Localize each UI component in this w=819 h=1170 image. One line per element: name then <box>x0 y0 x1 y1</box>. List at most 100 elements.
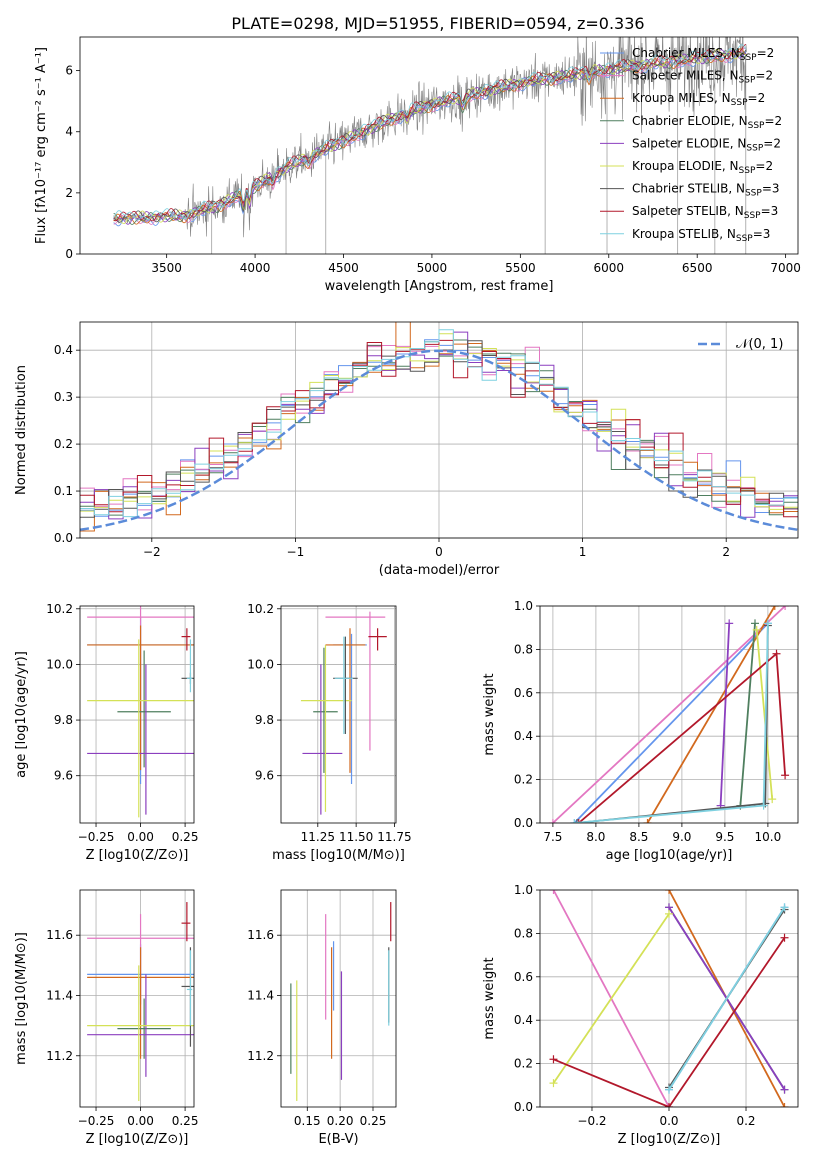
plot-area-spectrum <box>113 37 747 254</box>
weight-marker-salpeter_elodie <box>725 619 734 628</box>
x-tick-label: 6500 <box>682 261 713 275</box>
weight-marker-kroupa_elodie <box>768 795 777 804</box>
weight-marker-salpeter_miles <box>548 819 557 823</box>
x-tick-label: 0.00 <box>127 830 154 844</box>
weight-marker-kroupa_miles <box>770 606 779 610</box>
weight-marker-kroupa_stelib <box>763 619 772 628</box>
x-tick-label: 11.50 <box>339 830 373 844</box>
x-tick-label: 11.75 <box>377 830 411 844</box>
x-tick-label: 10.0 <box>755 830 782 844</box>
y-tick-label: 9.8 <box>54 713 73 727</box>
y-tick-label: 0.3 <box>54 390 73 404</box>
y-tick-label: 10.0 <box>247 657 274 671</box>
weight-marker-kroupa_miles <box>643 819 652 823</box>
errorbar-kroupa_miles <box>87 625 194 771</box>
errorbar-kroupa_elodie <box>87 639 194 818</box>
x-tick-label: 0.25 <box>172 1114 199 1128</box>
figure-title: PLATE=0298, MJD=51955, FIBERID=0594, z=0… <box>231 14 644 33</box>
x-tick-label: −0.25 <box>78 1114 115 1128</box>
errorbar-kroupa_stelib <box>186 950 193 1026</box>
axes-frame-mass_vs_ebv <box>280 889 397 1108</box>
x-axis-label: E(B-V) <box>318 1132 358 1147</box>
weight-marker-kroupa_miles <box>665 890 673 894</box>
weight-marker-kroupa_miles <box>780 1103 789 1107</box>
x-tick-label: 1 <box>579 545 587 559</box>
y-tick-label: 0.0 <box>514 816 533 830</box>
weight-marker-salpeter_stelib <box>781 771 790 780</box>
x-tick-label: 7.5 <box>543 830 562 844</box>
errorbar-salpeter_elodie <box>302 664 343 815</box>
y-axis-label: mass weight <box>482 673 497 755</box>
x-tick-label: −2 <box>143 545 161 559</box>
errorbar-kroupa_elodie <box>87 965 194 1101</box>
y-tick-label: 11.2 <box>46 1049 73 1063</box>
y-tick-label: 9.6 <box>255 769 274 783</box>
x-tick-label: −0.25 <box>78 830 115 844</box>
normal-curve <box>80 349 798 532</box>
y-tick-label: 11.6 <box>46 928 73 942</box>
y-tick-label: 11.2 <box>247 1049 274 1063</box>
legend-entry: Salpeter MILES, NSSP=2 <box>632 69 773 86</box>
errorbar-kroupa_stelib <box>186 639 193 693</box>
y-axis-label: Flux [fλ10⁻¹⁷ erg cm⁻² s⁻¹ A⁻¹] <box>34 47 49 244</box>
legend-entry: Kroupa STELIB, NSSP=3 <box>632 227 770 244</box>
model-line-kroupa_stelib <box>113 44 747 221</box>
x-axis-label: (data-model)/error <box>379 563 500 578</box>
panel-mass_vs_ebv: 0.15 0.20 0.25 11.2 11.4 11.6 <box>247 890 396 1128</box>
errorbar-chabrier_elodie <box>117 998 171 1059</box>
x-tick-label: 0.20 <box>327 1114 354 1128</box>
x-tick-label: 8.0 <box>586 830 605 844</box>
weight-line-kroupa_miles <box>646 606 776 823</box>
model-line-salpeter_elodie <box>113 49 746 225</box>
weight-marker-salpeter_elodie <box>780 1085 789 1094</box>
legend-entry: Salpeter STELIB, NSSP=3 <box>632 204 778 221</box>
errorbar-kroupa_miles <box>87 947 194 1059</box>
x-tick-label: 8.5 <box>629 830 648 844</box>
panel-residuals: −2 −1 0 1 2 0.0 0.1 0.2 0.3 0.4 <box>54 322 798 559</box>
y-tick-label: 0.2 <box>54 437 73 451</box>
errorbar-salpeter_elodie <box>87 664 194 815</box>
hist-chabrier_stelib <box>80 340 798 518</box>
y-tick-label: 0 <box>65 247 73 261</box>
y-tick-label: 10.0 <box>46 657 73 671</box>
y-tick-label: 0.8 <box>514 926 533 940</box>
axes-frame-age_vs_Z <box>79 605 195 824</box>
y-tick-label: 10.2 <box>46 602 73 616</box>
weight-line-salpeter_miles <box>552 606 786 823</box>
x-tick-label: 7000 <box>770 261 801 275</box>
x-tick-label: 0.25 <box>360 1114 387 1128</box>
legend-spectrum: Chabrier MILES, NSSP=2 Salpeter MILES, NS… <box>600 46 782 244</box>
legend-entry: Chabrier ELODIE, NSSP=2 <box>632 114 782 131</box>
weight-line-chabrier_miles <box>573 622 769 823</box>
weight-marker-kroupa_elodie <box>665 909 673 918</box>
x-tick-label: 0.15 <box>294 1114 321 1128</box>
y-tick-label: 2 <box>65 186 73 200</box>
x-axis-label: mass [log10(M/M⊙)] <box>272 848 405 863</box>
model-line-kroupa_miles <box>113 48 747 225</box>
axes-frame-massweight_vs_age <box>539 605 799 824</box>
x-axis-label: wavelength [Angstrom, rest frame] <box>325 279 554 294</box>
weight-marker-kroupa_stelib <box>780 903 789 912</box>
plot-area-mass_vs_Z <box>87 902 194 1101</box>
errorbar-salpeter_stelib <box>181 902 191 942</box>
plot-area-residuals <box>80 322 798 532</box>
x-tick-label: −0.2 <box>577 1114 606 1128</box>
y-tick-label: 11.6 <box>247 928 274 942</box>
y-axis-label: mass [log10(M/M⊙)] <box>14 932 29 1065</box>
weight-marker-salpeter_miles <box>781 606 790 610</box>
weight-line-kroupa_elodie <box>755 629 774 800</box>
panel-age_vs_Z: −0.25 0.00 0.25 9.6 9.8 10.0 10.2 <box>46 602 198 844</box>
model-line-salpeter_stelib <box>113 44 747 222</box>
x-tick-label: −1 <box>287 545 305 559</box>
errorbar-salpeter_stelib <box>368 628 387 651</box>
errorbar-salpeter_stelib <box>181 628 191 651</box>
x-axis-label: Z [log10(Z/Z⊙)] <box>86 1132 189 1147</box>
errorbar-salpeter_miles <box>325 611 386 751</box>
x-tick-label: 9.5 <box>715 830 734 844</box>
panel-massweight_vs_age: 7.5 8.0 8.5 9.0 9.5 10.0 0.0 0.2 0.4 0.6 0.8 1.0 <box>514 599 798 844</box>
plot-area-massweight_vs_Z <box>549 890 789 1107</box>
legend-entry: Kroupa MILES, NSSP=2 <box>632 91 765 108</box>
y-tick-label: 10.2 <box>247 602 274 616</box>
errorbar-chabrier_stelib <box>181 947 194 1047</box>
